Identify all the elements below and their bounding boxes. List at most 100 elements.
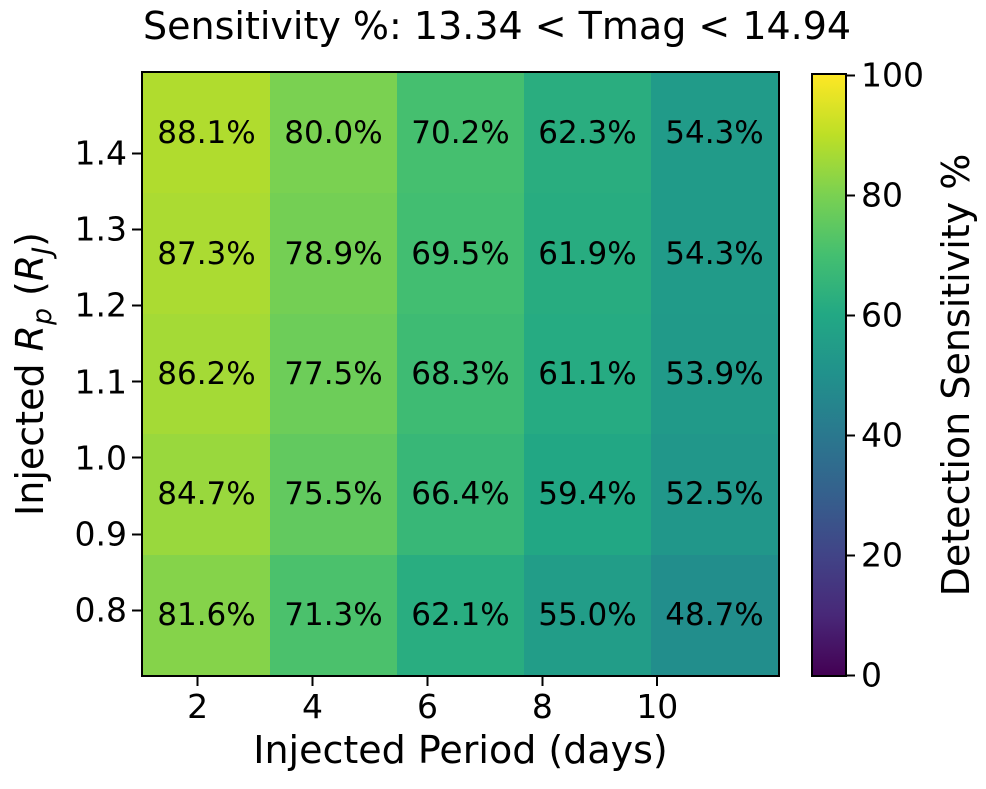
cell-value-label: 88.1% <box>157 115 256 152</box>
tick-mark <box>311 677 314 686</box>
heatmap-cell: 88.1% <box>143 73 270 194</box>
heatmap-cell: 53.9% <box>651 313 778 435</box>
heatmap-cell: 62.3% <box>524 73 651 194</box>
tick-mark <box>847 434 855 436</box>
y-tick-label: 0.9 <box>74 514 127 554</box>
colorbar-tick-label: 0 <box>861 655 882 695</box>
x-tick: 2 <box>187 677 208 725</box>
heatmap-cell: 78.9% <box>270 193 397 314</box>
x-axis-ticks: 2 4 6 8 10 <box>143 677 778 727</box>
heatmap-cell: 61.9% <box>524 193 651 314</box>
heatmap-cell: 87.3% <box>143 193 270 314</box>
heatmap-cell: 52.5% <box>651 434 778 555</box>
heatmap-cell: 61.1% <box>524 313 651 435</box>
heatmap-cell: 81.6% <box>143 554 270 675</box>
colorbar-ticks: 0 20 40 60 80 100 <box>847 56 977 695</box>
cell-value-label: 53.9% <box>665 355 764 392</box>
heatmap-cell: 71.3% <box>270 554 397 675</box>
y-tick: 1.4 <box>75 134 141 173</box>
heatmap-plot-area: 88.1% 80.0% 70.2% 62.3% 54.3% 87.3% 78.9% 69.5%… <box>141 71 780 677</box>
tick-mark <box>132 152 141 154</box>
tick-mark <box>132 380 141 383</box>
heatmap-cell: 77.5% <box>270 313 397 435</box>
tick-mark <box>847 674 855 676</box>
y-tick: 1.3 <box>75 210 141 249</box>
tick-mark <box>132 304 141 307</box>
cell-value-label: 59.4% <box>538 476 637 513</box>
cell-value-label: 61.9% <box>538 235 637 272</box>
y-tick-label: 1.0 <box>74 438 127 478</box>
y-tick: 1.2 <box>75 286 141 325</box>
y-tick: 1.0 <box>75 438 141 477</box>
colorbar-tick: 0 <box>847 656 882 695</box>
heatmap-cell: 62.1% <box>397 554 524 675</box>
y-tick-label: 0.8 <box>74 590 127 630</box>
x-tick-label: 10 <box>636 687 679 726</box>
y-tick: 0.9 <box>75 515 141 554</box>
colorbar-tick-label: 20 <box>861 535 903 575</box>
tick-mark <box>847 314 855 316</box>
colorbar-tick: 40 <box>847 416 903 455</box>
cell-value-label: 52.5% <box>665 476 764 513</box>
x-tick-label: 2 <box>187 687 209 726</box>
cell-value-label: 75.5% <box>284 476 383 513</box>
tick-mark <box>847 554 855 556</box>
colorbar-tick-label: 80 <box>861 175 903 215</box>
tick-mark <box>132 228 141 231</box>
x-tick: 4 <box>302 677 323 725</box>
cell-value-label: 81.6% <box>157 596 256 633</box>
colorbar-tick-label: 100 <box>861 55 924 95</box>
cell-value-label: 48.7% <box>665 596 764 633</box>
x-tick-label: 4 <box>302 687 324 726</box>
cell-value-label: 84.7% <box>157 476 256 513</box>
heatmap-cell: 70.2% <box>397 73 524 194</box>
colorbar-tick: 60 <box>847 296 903 335</box>
heatmap-cell: 55.0% <box>524 554 651 675</box>
cell-value-label: 87.3% <box>157 235 256 272</box>
heatmap-cell: 68.3% <box>397 313 524 435</box>
cell-value-label: 55.0% <box>538 596 637 633</box>
colorbar-tick: 80 <box>847 176 903 215</box>
y-tick-label: 1.4 <box>74 133 127 173</box>
colorbar-tick-label: 40 <box>861 415 903 455</box>
x-tick: 6 <box>417 677 438 725</box>
chart-title: Sensitivity %: 13.34 < Tmag < 14.94 <box>143 4 852 48</box>
heatmap-cell: 54.3% <box>651 193 778 314</box>
y-tick: 1.1 <box>75 362 141 401</box>
heatmap-cell: 69.5% <box>397 193 524 314</box>
tick-mark <box>132 609 141 612</box>
x-axis-label: Injected Period (days) <box>253 728 668 772</box>
x-tick: 10 <box>636 677 678 725</box>
cell-value-label: 86.2% <box>157 355 256 392</box>
heatmap-cell: 75.5% <box>270 434 397 555</box>
cell-value-label: 77.5% <box>284 355 383 392</box>
tick-mark <box>426 677 429 686</box>
colorbar-tick-label: 60 <box>861 295 903 335</box>
tick-mark <box>847 194 855 196</box>
tick-mark <box>541 677 544 686</box>
x-tick: 8 <box>532 677 553 725</box>
tick-mark <box>132 533 141 536</box>
x-tick-label: 8 <box>531 687 553 726</box>
cell-value-label: 80.0% <box>284 115 383 152</box>
heatmap-cell: 80.0% <box>270 73 397 194</box>
heatmap-cell: 86.2% <box>143 313 270 435</box>
y-tick-label: 1.2 <box>74 285 127 325</box>
colorbar-tick: 100 <box>847 56 924 95</box>
y-tick: 0.8 <box>75 591 141 630</box>
heatmap-cell: 84.7% <box>143 434 270 555</box>
tick-mark <box>656 677 659 686</box>
y-tick-label: 1.1 <box>74 362 127 402</box>
cell-value-label: 78.9% <box>284 235 383 272</box>
colorbar <box>811 73 847 677</box>
cell-value-label: 54.3% <box>665 115 764 152</box>
heatmap-cell: 48.7% <box>651 554 778 675</box>
cell-value-label: 62.1% <box>411 596 510 633</box>
tick-mark <box>196 677 199 686</box>
cell-value-label: 68.3% <box>411 355 510 392</box>
heatmap-cell: 54.3% <box>651 73 778 194</box>
cell-value-label: 70.2% <box>411 115 510 152</box>
heatmap-cell: 66.4% <box>397 434 524 555</box>
colorbar-label: Detection Sensitivity % <box>934 153 978 597</box>
